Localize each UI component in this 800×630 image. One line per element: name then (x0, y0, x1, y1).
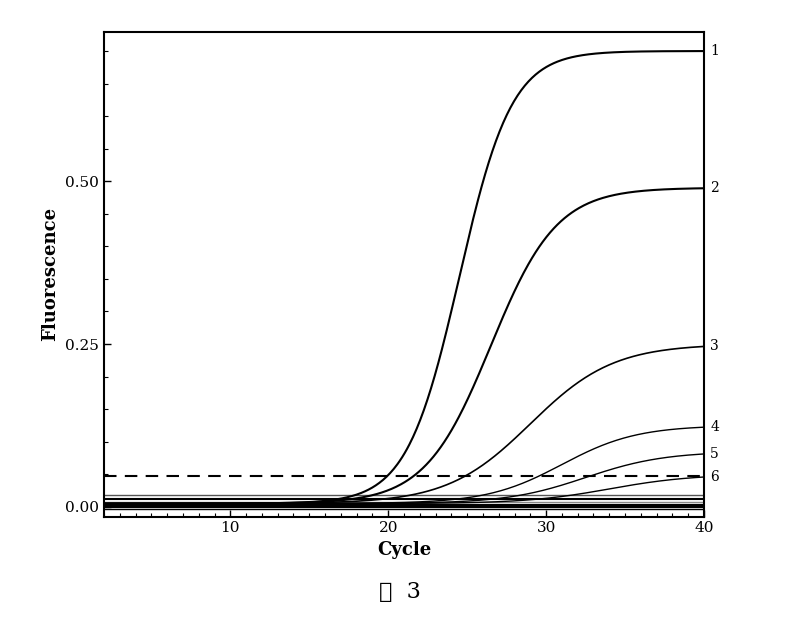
Text: 3: 3 (710, 340, 719, 353)
X-axis label: Cycle: Cycle (377, 541, 431, 559)
Text: 5: 5 (710, 447, 719, 461)
Text: 图  3: 图 3 (379, 581, 421, 603)
Text: 4: 4 (710, 420, 719, 434)
Text: 2: 2 (710, 181, 719, 195)
Text: 6: 6 (710, 470, 719, 484)
Text: 1: 1 (710, 44, 719, 58)
Y-axis label: Fluorescence: Fluorescence (42, 207, 59, 341)
